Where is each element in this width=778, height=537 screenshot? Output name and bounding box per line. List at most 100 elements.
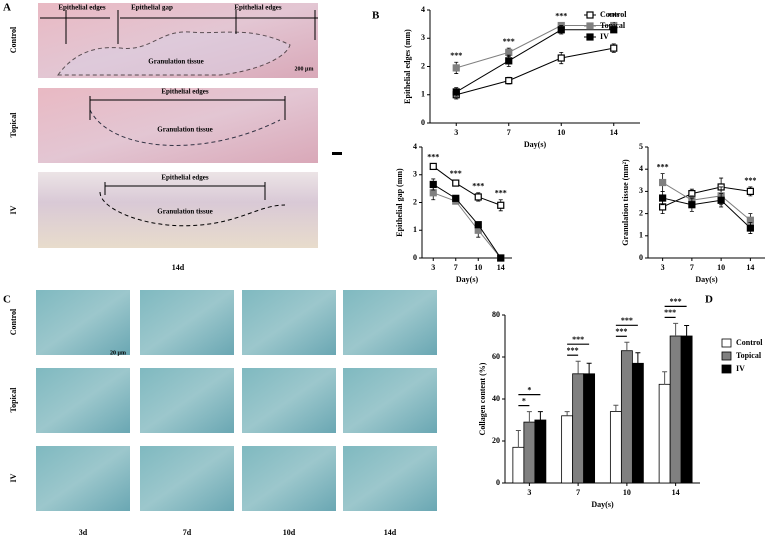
image [140, 290, 234, 355]
bar [658, 383, 671, 484]
image [140, 446, 234, 511]
annotation: Granulation tissue [157, 208, 212, 216]
column-label: 14d [384, 528, 397, 537]
significance: *** [670, 297, 682, 306]
x-tick-label: 14 [497, 263, 505, 272]
scale-label: 20 μm [110, 350, 126, 356]
marker [610, 26, 618, 34]
marker [610, 44, 618, 52]
x-tick-label: 7 [454, 263, 458, 272]
y-tick-label: 20 [492, 436, 500, 445]
image [36, 290, 130, 355]
significance: *** [744, 176, 756, 185]
marker [505, 57, 513, 65]
bar [583, 373, 596, 484]
scale-bar [332, 152, 342, 155]
row-label: IV [9, 473, 18, 482]
legend-swatch [721, 351, 732, 361]
error-bar [684, 325, 690, 336]
error-bar [635, 352, 641, 364]
y-tick-label: 4 [421, 5, 425, 14]
image [36, 446, 130, 511]
series-line [662, 182, 751, 221]
x-tick-label: 10 [557, 128, 565, 137]
image [343, 368, 437, 433]
y-tick-label: 2 [639, 208, 643, 217]
marker [746, 224, 754, 232]
x-tick-label: 10 [717, 263, 725, 272]
y-tick-label: 4 [639, 164, 643, 173]
marker [429, 189, 437, 197]
marker [557, 26, 565, 34]
image [343, 290, 437, 355]
bar [561, 415, 574, 484]
annotation: Epithelial gap [131, 4, 173, 12]
annotation: Granulation tissue [157, 126, 212, 134]
y-tick-label: 2 [413, 197, 417, 206]
x-tick-label: 14 [746, 263, 754, 272]
marker [474, 221, 482, 229]
marker [557, 54, 565, 62]
significance: *** [503, 37, 515, 46]
significance: *** [555, 12, 567, 21]
error-bar [564, 411, 570, 416]
marker [452, 194, 460, 202]
bar [620, 350, 633, 484]
y-tick-label: 3 [421, 33, 425, 42]
x-tick-label: 3 [454, 128, 458, 137]
y-tick-label: 60 [492, 352, 500, 361]
significance: *** [572, 335, 584, 344]
panel-label: A [3, 2, 11, 14]
bar [534, 419, 547, 484]
panel-label: B [372, 10, 380, 22]
marker [452, 64, 460, 72]
annotation: Epithelial edges [161, 88, 209, 96]
x-tick-label: 7 [690, 263, 694, 272]
significance: *** [450, 51, 462, 60]
y-tick-label: 1 [421, 90, 425, 99]
significance: * [522, 396, 526, 405]
series-line [432, 184, 502, 259]
row-label: Control [9, 308, 18, 335]
y-axis-label: Granulation tissue (mm²) [621, 159, 630, 246]
marker [474, 193, 482, 201]
legend-label: IV [736, 364, 745, 373]
significance: *** [657, 162, 669, 171]
legend-swatch [721, 338, 732, 348]
row-label: Topical [9, 387, 18, 413]
series-line [433, 192, 502, 259]
y-tick-label: 3 [639, 186, 643, 195]
marker [659, 194, 667, 202]
y-tick-label: 0 [496, 478, 500, 487]
y-tick-label: 2 [421, 61, 425, 70]
significance: *** [608, 12, 620, 21]
bar [523, 421, 536, 484]
scale-label: 200 μm [295, 66, 314, 72]
bar [669, 335, 682, 484]
marker [452, 88, 460, 96]
marker [429, 162, 437, 171]
row-label: Topical [9, 112, 18, 138]
legend-label: Control [600, 10, 627, 19]
marker [505, 48, 513, 56]
y-axis-label: Epithelial gap (mm) [395, 168, 404, 237]
series-line [456, 47, 614, 96]
significance: *** [427, 152, 439, 161]
bar [631, 362, 644, 484]
significance: *** [450, 169, 462, 178]
dashed-outline [89, 109, 281, 146]
x-axis-label: Day(s) [591, 500, 614, 509]
x-axis-label: Day(s) [456, 275, 479, 284]
marker [452, 179, 460, 187]
annotation: Epithelial edges [58, 4, 106, 12]
row-label: Control [9, 26, 18, 53]
marker [586, 11, 594, 19]
y-tick-label: 3 [413, 170, 417, 179]
image-iv [38, 172, 318, 248]
error-bar [673, 322, 679, 336]
marker [746, 187, 754, 195]
image [36, 368, 130, 433]
dashed-outline [57, 31, 291, 76]
y-axis-label: Epithelial edges (mm) [403, 29, 412, 104]
